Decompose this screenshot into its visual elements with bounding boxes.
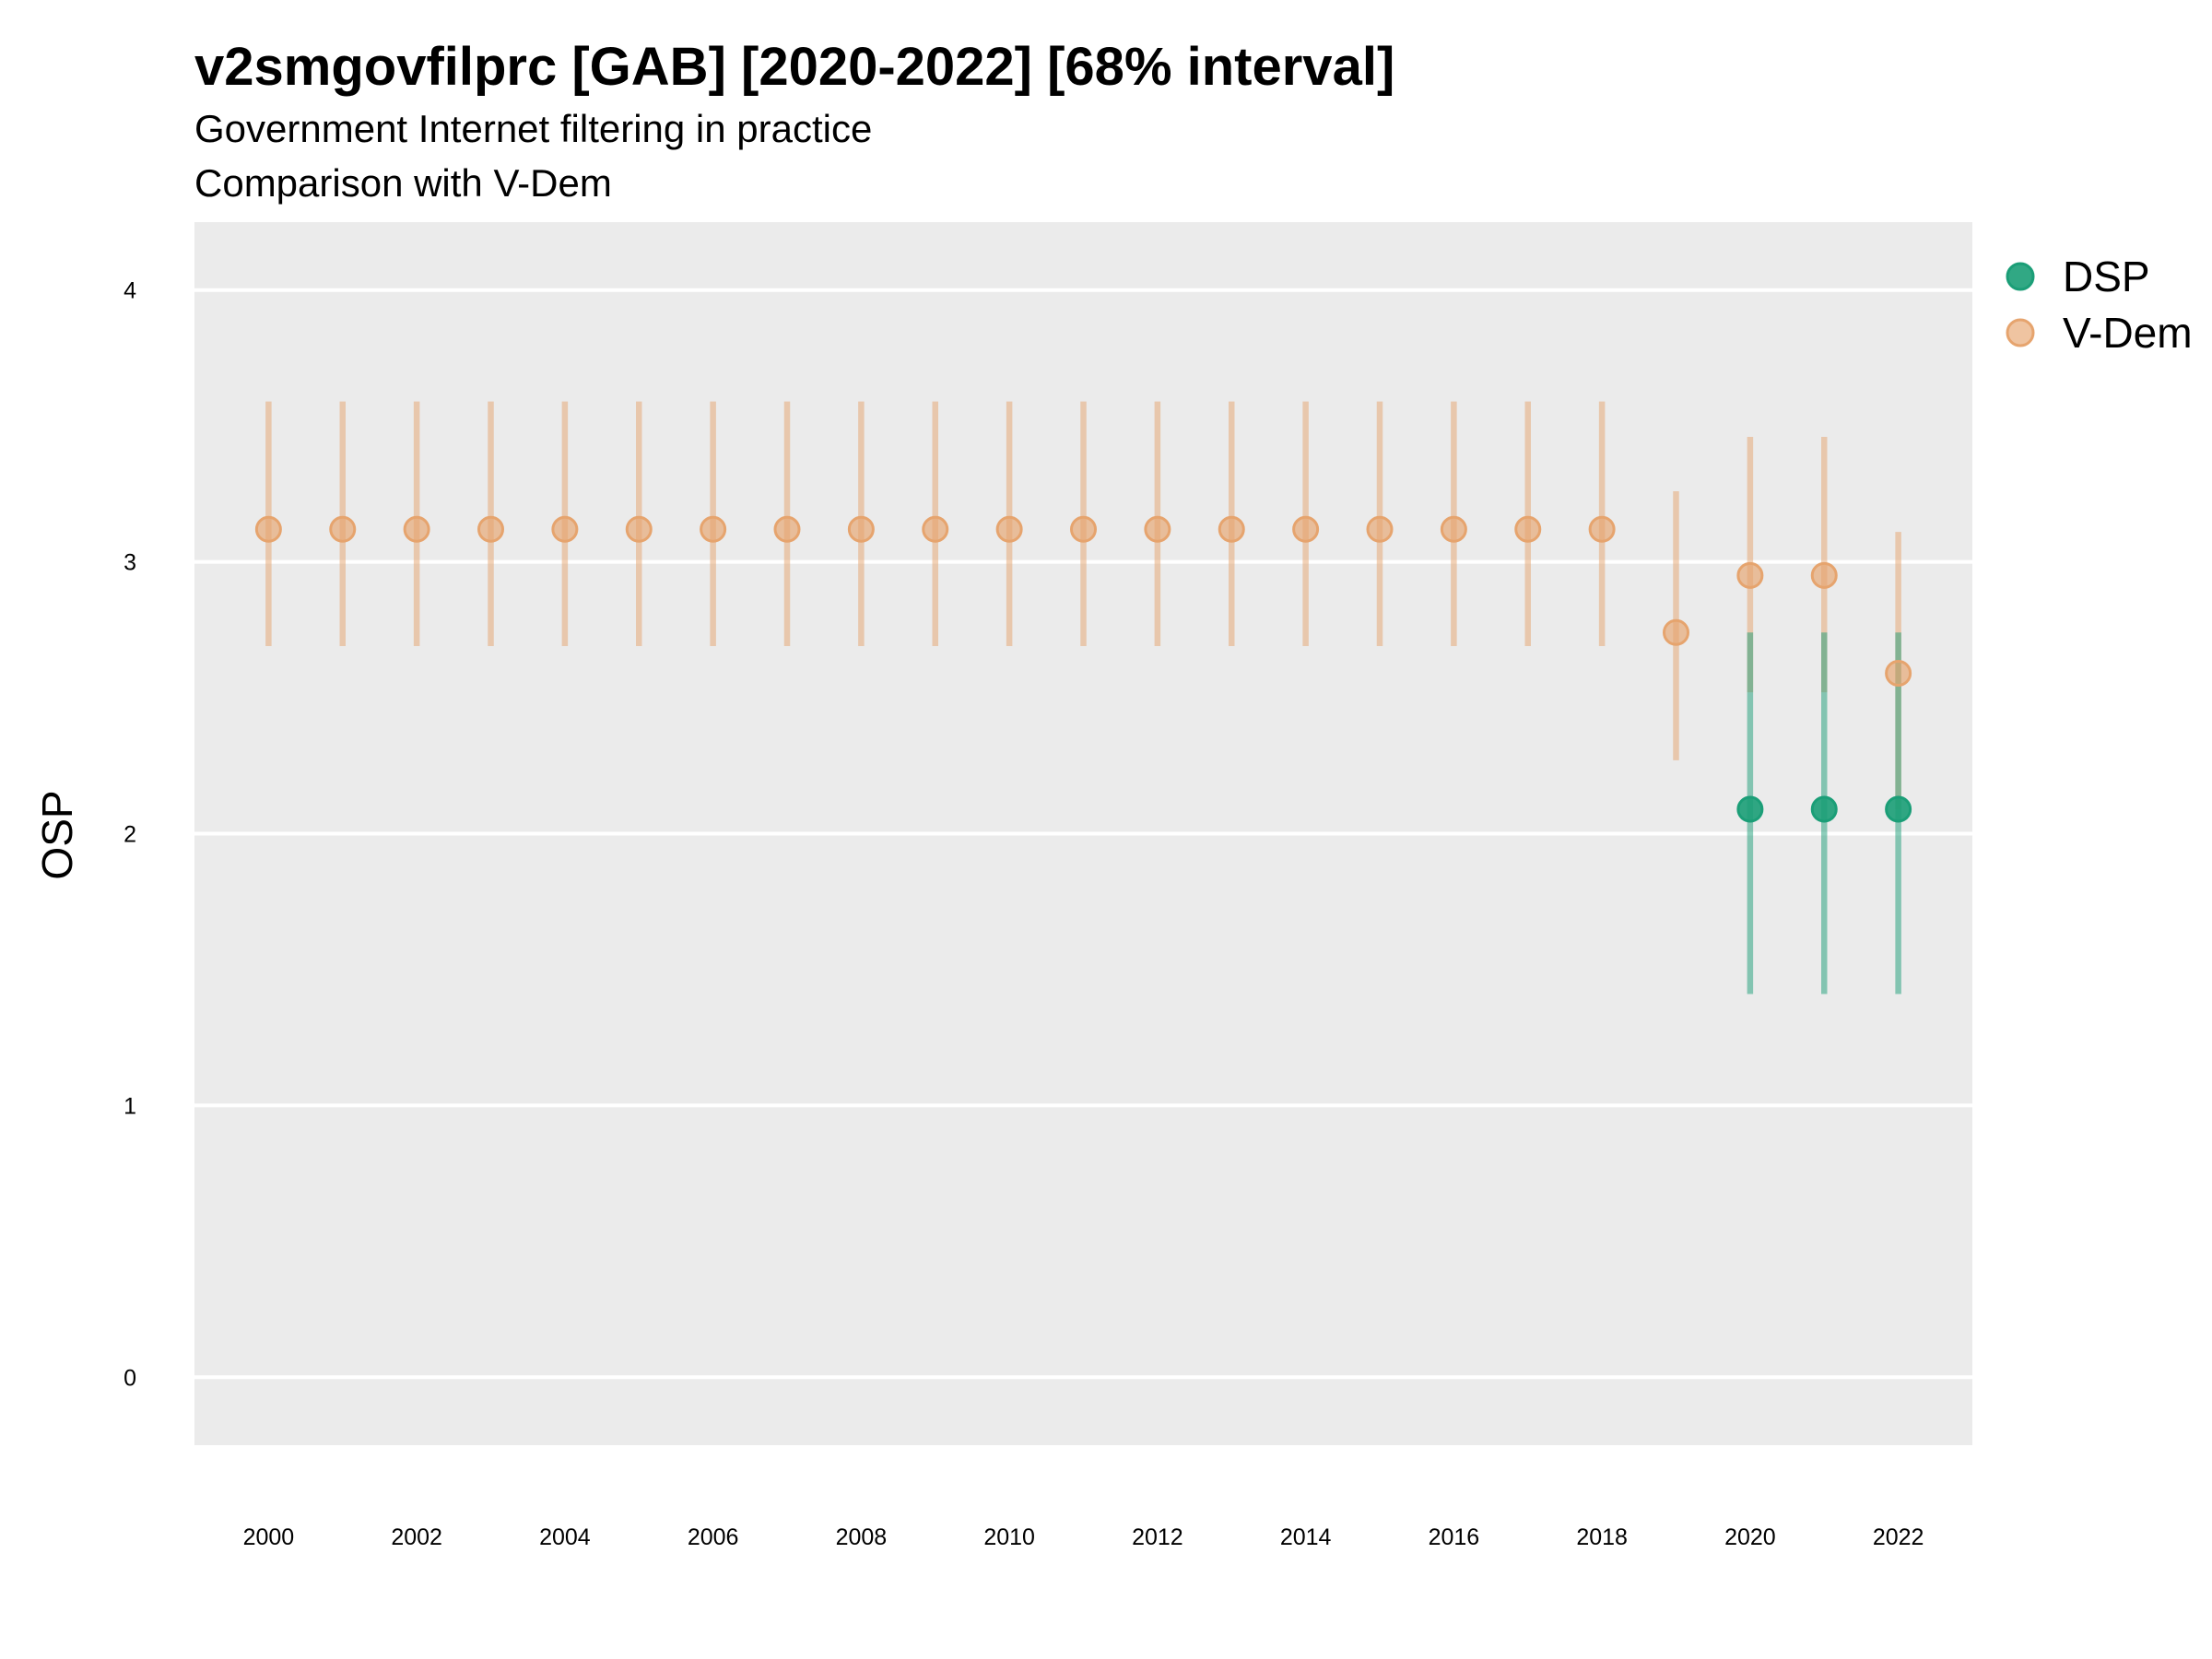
data-point [1218, 515, 1245, 543]
data-point [477, 515, 504, 543]
x-tick-label: 2004 [539, 1524, 591, 1550]
x-tick-label: 2018 [1576, 1524, 1628, 1550]
y-tick-label: 0 [124, 1365, 136, 1391]
data-point [1885, 660, 1912, 688]
data-point [1736, 561, 1764, 589]
data-point [773, 515, 801, 543]
x-tick-label: 2002 [391, 1524, 442, 1550]
legend-label: V-Dem [2063, 309, 2193, 357]
x-tick-label: 2014 [1280, 1524, 1332, 1550]
data-point [922, 515, 949, 543]
data-point [1144, 515, 1171, 543]
data-point [329, 515, 357, 543]
data-point [1440, 515, 1467, 543]
x-tick-label: 2016 [1429, 1524, 1480, 1550]
legend-key [2006, 318, 2035, 347]
y-axis-ticks: 0 1 2 3 4 [124, 278, 136, 1392]
x-tick-label: 2012 [1132, 1524, 1183, 1550]
chart-subtitle-2: Comparison with V-Dem [194, 161, 612, 205]
data-point [1810, 561, 1838, 589]
y-tick-label: 3 [124, 550, 136, 576]
data-point [551, 515, 579, 543]
chart-subtitle: Government Internet filtering in practic… [194, 107, 872, 150]
legend-key [2006, 262, 2035, 291]
legend-label: DSP [2063, 253, 2150, 300]
data-point [1736, 795, 1764, 823]
y-tick-label: 2 [124, 822, 136, 848]
x-tick-label: 2022 [1873, 1524, 1924, 1550]
data-point [847, 515, 875, 543]
x-tick-label: 2020 [1724, 1524, 1776, 1550]
data-point [995, 515, 1023, 543]
data-point [1588, 515, 1616, 543]
y-tick-label: 4 [124, 278, 136, 304]
data-point [1070, 515, 1097, 543]
legend: DSP V-Dem [2006, 253, 2193, 357]
data-marks [254, 401, 1912, 994]
y-axis-label: OSP [33, 790, 81, 879]
data-point [254, 515, 282, 543]
x-tick-label: 2008 [836, 1524, 888, 1550]
x-tick-label: 2000 [243, 1524, 295, 1550]
data-point [1663, 618, 1689, 646]
data-point [1366, 515, 1394, 543]
data-point [700, 515, 727, 543]
data-point [625, 515, 653, 543]
data-point [1514, 515, 1542, 543]
data-point [1810, 795, 1838, 823]
chart-title: v2smgovfilprc [GAB] [2020-2022] [68% int… [194, 37, 1394, 97]
data-point [1885, 795, 1912, 823]
x-axis-ticks: 2000 2002 2004 2006 2008 2010 2012 2014 2016 2018… [243, 1524, 1924, 1550]
x-tick-label: 2006 [688, 1524, 739, 1550]
y-tick-label: 1 [124, 1093, 136, 1119]
data-point [403, 515, 430, 543]
x-tick-label: 2010 [983, 1524, 1035, 1550]
data-point [1292, 515, 1320, 543]
